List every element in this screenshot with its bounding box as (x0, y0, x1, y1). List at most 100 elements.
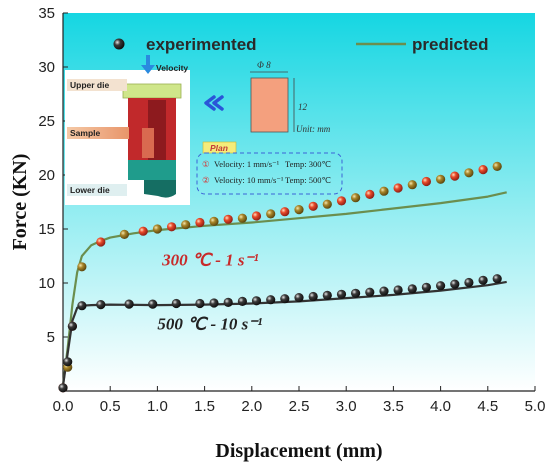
experimented-point (421, 176, 431, 187)
lower-die-base-shape (144, 180, 176, 198)
plan-row-1-index: ① (202, 159, 210, 169)
annotation-500c: 500 ℃ - 10 s⁻¹ (157, 314, 262, 333)
series-points (58, 161, 502, 393)
experimented-point (266, 295, 276, 305)
experimented-point (308, 201, 318, 211)
experimented-point (407, 284, 417, 294)
lower-die-label-bg (67, 184, 127, 196)
experimented-point (251, 211, 262, 221)
experimented-point (322, 199, 332, 209)
chevron-left-icon (204, 95, 224, 111)
experimented-point (308, 291, 318, 302)
experimented-point (251, 296, 262, 306)
lower-die-label: Lower die (70, 185, 110, 195)
velocity-label: Velocity (156, 63, 188, 73)
upper-die-label-bg (67, 79, 127, 91)
sample-cylinder-shape (250, 77, 289, 133)
y-tick-label: 20 (38, 167, 55, 184)
x-tick-label: 0.5 (100, 398, 121, 415)
x-tick-label: 3.0 (336, 398, 357, 415)
experimented-point (96, 237, 106, 247)
y-tick-label: 15 (38, 221, 55, 238)
upper-die-shape (122, 83, 182, 99)
experimented-point (294, 293, 304, 303)
x-tick-label: 0.0 (53, 398, 74, 415)
velocity-arrow-icon (141, 55, 155, 74)
experimented-point (393, 285, 403, 295)
experimented-point (237, 296, 247, 306)
y-axis-title: Force (KN) (9, 154, 31, 251)
lower-die-shape (128, 160, 176, 180)
x-tick-label: 4.0 (430, 398, 451, 415)
experimented-point (464, 168, 474, 178)
experimented-point (464, 277, 474, 288)
experimented-point (237, 213, 247, 223)
experimented-point (407, 180, 417, 190)
experimented-point (351, 193, 361, 203)
experimented-point (119, 229, 129, 239)
experimented-point (280, 294, 290, 304)
plan-row-2-velocity: Velocity: 10 mm/s⁻¹ (214, 175, 284, 185)
predicted-line-2 (61, 280, 507, 386)
sample-label-bg (67, 127, 129, 139)
x-tick-label: 4.5 (477, 398, 498, 415)
experimented-point (379, 286, 389, 296)
experimented-point (171, 298, 181, 309)
x-tick-label: 3.5 (383, 398, 404, 415)
plan-row-1-temp: Temp: 300℃ (285, 159, 331, 169)
y-tick-label: 5 (47, 329, 55, 346)
plan-label: Plan (210, 143, 228, 153)
experimented-point (209, 216, 219, 226)
x-axis-title: Displacement (mm) (215, 440, 382, 462)
experimented-point (436, 281, 446, 291)
y-tick-label: 30 (38, 59, 55, 76)
y-tick-label: 25 (38, 113, 55, 130)
experimented-point (478, 165, 488, 175)
experimented-point (195, 298, 205, 309)
experimented-point (223, 297, 233, 307)
plan-row-1-velocity: Velocity: 1 mm/s⁻¹ (214, 159, 280, 169)
experimented-point (77, 301, 87, 311)
experimented-point (167, 222, 177, 232)
experimented-point (124, 299, 134, 309)
plan-row-2-temp: Temp: 500℃ (285, 175, 331, 185)
legend-experimented-marker (113, 38, 125, 50)
plan-conditions-frame (196, 152, 343, 195)
upper-die-label: Upper die (70, 80, 109, 90)
experimented-point (266, 209, 276, 219)
sample-dimension-drawing: Φ 8 12 Unit: mm (250, 60, 331, 134)
experimented-point (63, 357, 73, 367)
experimented-point (294, 205, 304, 215)
legend-predicted-label: predicted (412, 35, 489, 54)
experimented-point (450, 279, 460, 289)
experimented-point (478, 275, 488, 285)
experimented-point (421, 282, 431, 292)
experimented-point (450, 171, 460, 181)
experimented-point (148, 299, 158, 309)
plan-row-2-index: ② (202, 175, 210, 185)
experimented-point (436, 174, 446, 184)
experimented-point (365, 189, 375, 199)
diameter-label: Φ 8 (257, 60, 271, 70)
x-tick-label: 5.0 (525, 398, 546, 415)
y-tick-label: 10 (38, 275, 55, 292)
experimented-point (138, 226, 148, 236)
inset-die-schematic: Velocity Upper die Sample Lower die (65, 55, 190, 205)
x-tick-label: 1.0 (147, 398, 168, 415)
height-label: 12 (298, 102, 308, 112)
experimented-point (336, 196, 347, 206)
experimented-point (393, 183, 403, 193)
x-tick-label: 2.0 (241, 398, 262, 415)
experimented-point (96, 300, 106, 310)
experimented-point (492, 274, 502, 284)
experimented-point (322, 290, 332, 300)
experimented-point (209, 298, 219, 308)
x-ticks: 0.0 0.5 1.0 1.5 2.0 2.5 3.0 3.5 4.0 4.5 5.0 (53, 386, 546, 415)
experimented-point (365, 287, 375, 297)
y-ticks: 5 10 15 20 25 30 35 (38, 5, 68, 346)
experimented-point (58, 383, 68, 393)
y-tick-label: 35 (38, 5, 55, 22)
experimented-point (67, 321, 77, 331)
x-tick-label: 1.5 (194, 398, 215, 415)
